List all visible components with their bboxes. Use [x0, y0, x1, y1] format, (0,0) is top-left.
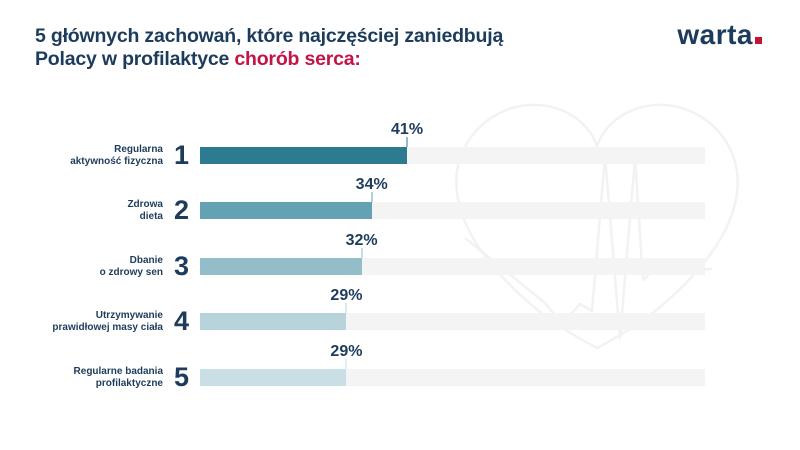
- value-label: 32%: [345, 232, 378, 249]
- value-label: 34%: [355, 176, 388, 193]
- rank-number: 2: [173, 195, 190, 225]
- category-label: Utrzymywanie prawidłowej masy ciała: [0, 310, 163, 333]
- category-label-line2: o zdrowy sen: [99, 266, 163, 278]
- category-label: Regularne badania profilaktyczne: [0, 366, 163, 389]
- category-label-line1: Regularna: [114, 144, 163, 155]
- category-label-line1: Zdrowa: [127, 199, 163, 210]
- bar-tick: [345, 303, 348, 313]
- value-label: 29%: [330, 343, 363, 360]
- bar-tick: [345, 359, 348, 369]
- bar-fill: 41%: [200, 121, 423, 164]
- bar-fill: 32%: [200, 232, 378, 275]
- category-label-line2: aktywność fizyczna: [70, 155, 163, 167]
- category-label-line1: Dbanie: [129, 255, 163, 266]
- chart-row: Dbanie o zdrowy sen 3 32%: [0, 232, 705, 281]
- bar-fill: 29%: [200, 343, 362, 386]
- category-label-line2: dieta: [139, 210, 163, 222]
- rank-number: 5: [173, 362, 190, 392]
- title-line-2-prefix: Polacy w profilaktyce: [35, 48, 235, 70]
- warta-logo: warta: [677, 20, 762, 50]
- chart-row: Regularna aktywność fizyczna 1 41%: [0, 121, 705, 170]
- bar-track: 29%: [200, 343, 705, 386]
- rank-number: 3: [173, 251, 190, 281]
- category-label-line2: profilaktyczne: [95, 377, 163, 389]
- bar-track: 34%: [200, 176, 705, 219]
- title-line-2: Polacy w profilaktyce chorób serca:: [35, 48, 503, 71]
- bar-tick: [406, 137, 409, 147]
- category-label: Dbanie o zdrowy sen: [0, 255, 163, 278]
- category-label: Zdrowa dieta: [0, 199, 163, 222]
- bar-track: 41%: [200, 121, 705, 164]
- category-label: Regularna aktywność fizyczna: [0, 144, 163, 167]
- category-label-line1: Utrzymywanie: [95, 310, 163, 321]
- warta-logo-text: warta: [677, 19, 753, 50]
- chart-row: Utrzymywanie prawidłowej masy ciała 4 29…: [0, 287, 705, 336]
- category-label-line2: prawidłowej masy ciała: [52, 321, 163, 333]
- bar-fill: 29%: [200, 287, 362, 330]
- warta-logo-dot-icon: [755, 37, 762, 44]
- bar-tick: [360, 248, 363, 258]
- value-label: 29%: [330, 287, 363, 304]
- title-line-1: 5 głównych zachowań, które najczęściej z…: [35, 25, 504, 47]
- bar-fill: 34%: [200, 176, 388, 219]
- chart-row: Zdrowa dieta 2 34%: [0, 176, 705, 225]
- chart-row: Regularne badania profilaktyczne 5 29%: [0, 343, 705, 392]
- title-highlight: chorób serca:: [234, 48, 361, 70]
- bar-tick: [370, 192, 373, 202]
- page-title: 5 głównych zachowań, które najczęściej z…: [35, 25, 503, 71]
- category-label-line1: Regularne badania: [73, 366, 163, 377]
- rank-number: 4: [173, 306, 190, 336]
- bar-track: 29%: [200, 287, 705, 330]
- value-label: 41%: [391, 121, 424, 138]
- bar-track: 32%: [200, 232, 705, 275]
- rank-number: 1: [173, 140, 190, 170]
